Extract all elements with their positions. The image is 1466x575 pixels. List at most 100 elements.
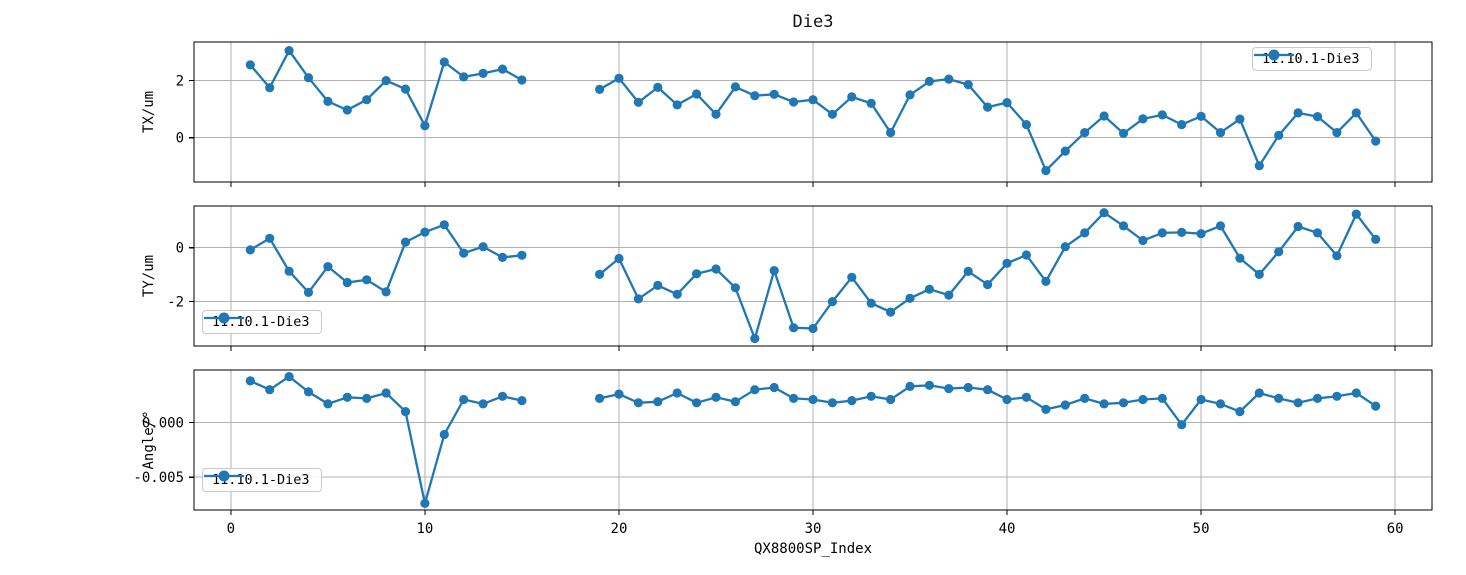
x-tick-label: 20 [611,521,628,537]
data-point [1293,108,1303,118]
x-tick-label: 60 [1387,521,1404,537]
data-point [944,290,954,300]
data-point [381,287,391,297]
data-point [1312,112,1323,122]
y-tick-label: 2 [176,74,184,90]
x-axis-label: QX8800SP_Index [753,541,873,557]
data-point [1274,393,1284,403]
data-point [497,64,508,74]
data-point [789,393,799,403]
data-point [1312,393,1323,403]
y-axis-label-ty: TY/um [141,254,157,298]
data-point [1215,221,1226,231]
data-point [983,280,993,290]
data-point [653,82,663,92]
data-point [1235,114,1245,124]
data-point [944,74,954,84]
data-point [265,233,275,243]
data-point [886,128,896,138]
data-point [711,109,721,119]
data-point [1215,128,1226,138]
data-point [439,429,449,440]
data-point [983,102,993,112]
data-point [1157,228,1167,238]
data-point [1099,399,1109,409]
data-point [439,57,449,67]
data-point [769,89,779,99]
x-tick-label: 30 [805,521,822,537]
data-point [1196,394,1206,405]
data-point [420,498,430,508]
data-point [1138,235,1148,246]
data-point [1177,420,1187,430]
data-point [284,372,294,382]
data-point [672,388,682,398]
data-point [1235,407,1245,417]
data-point [886,394,896,405]
data-point [730,82,741,92]
data-point [381,388,391,398]
legend-line-marker-icon [1254,49,1294,61]
data-point [905,293,915,303]
data-point [614,389,624,399]
data-point [400,237,411,247]
data-point [459,394,469,405]
data-point [400,84,411,94]
legend-line-marker-icon [204,312,244,324]
data-point [789,323,799,333]
data-point [1351,388,1361,398]
data-point [478,399,488,409]
data-point [1274,130,1284,140]
data-point [459,72,469,82]
y-tick-label: -2 [167,295,184,311]
data-point [769,266,779,276]
data-point [886,307,896,317]
data-point [672,289,682,299]
data-point [303,387,314,397]
data-point [847,396,857,406]
y-tick-label: 0 [176,241,184,257]
data-point [1060,242,1070,252]
data-point [769,382,779,393]
data-point [692,269,702,279]
data-point [1021,120,1031,130]
data-point [1002,98,1012,108]
data-point [827,109,838,119]
data-point [245,376,255,386]
data-point [827,398,838,408]
data-point [323,262,333,272]
data-point [1332,128,1342,138]
data-point [653,280,663,290]
series-line [598,77,1377,172]
data-point [1060,400,1070,410]
data-point [1118,221,1129,231]
data-point [1080,128,1090,138]
legend-angle: 11.10.1-Die3 [202,468,322,492]
data-point [439,220,449,230]
data-point [866,298,876,308]
data-point [478,68,488,78]
data-point [497,391,508,401]
data-point [1196,111,1206,121]
data-point [1235,253,1245,263]
legend-ty: 11.10.1-Die3 [202,310,322,334]
data-point [478,242,488,252]
data-point [692,398,702,408]
data-point [711,264,721,274]
data-point [459,248,469,258]
data-point [1351,209,1361,219]
data-point [284,46,294,56]
data-point [1177,227,1187,237]
data-point [517,75,527,85]
data-point [944,384,954,394]
data-point [614,253,624,264]
data-point [342,105,352,115]
data-point [1041,404,1051,414]
data-point [633,398,644,408]
data-point [420,121,430,131]
data-point [1312,228,1323,238]
data-point [362,95,372,105]
data-point [1138,394,1148,405]
data-point [1021,250,1031,260]
